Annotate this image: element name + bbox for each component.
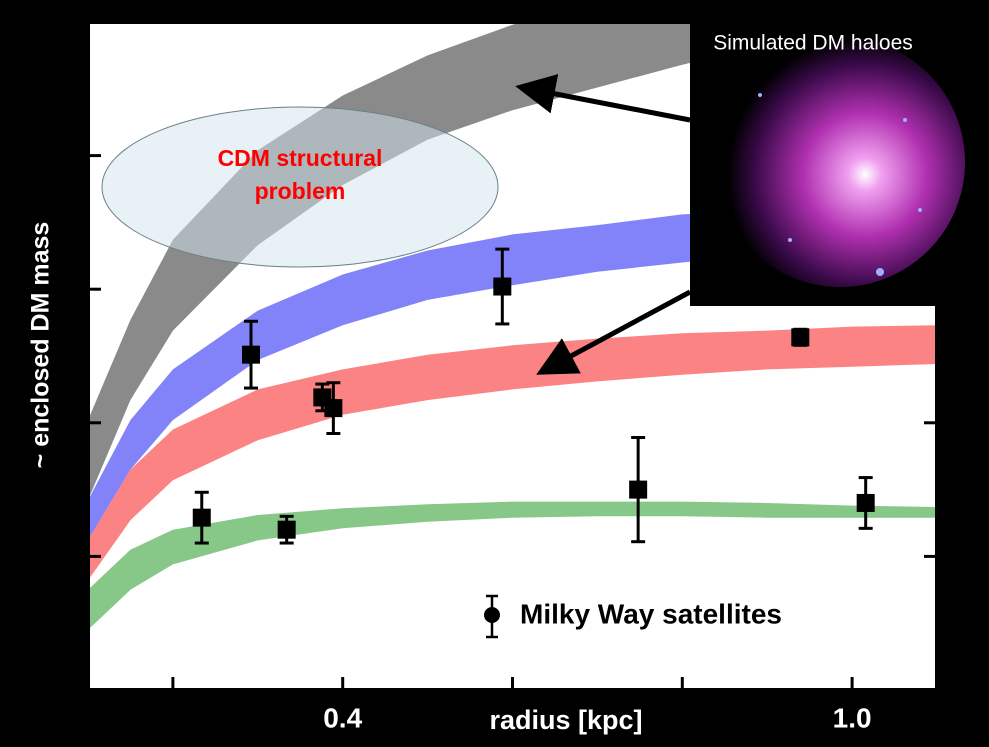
subhalo	[903, 118, 907, 122]
marker	[324, 399, 342, 417]
marker	[791, 328, 809, 346]
marker	[242, 346, 260, 364]
inset-image: Simulated DM haloes	[690, 20, 965, 306]
marker	[278, 521, 296, 539]
subhalo	[876, 268, 884, 276]
inset-title: Simulated DM haloes	[713, 32, 913, 55]
marker	[193, 509, 211, 527]
subhalo	[918, 208, 922, 212]
annotation-text: problem	[255, 178, 346, 204]
x-tick-label: 0.4	[323, 702, 362, 733]
legend-label: Milky Way satellites	[520, 598, 782, 629]
marker	[493, 278, 511, 296]
marker	[857, 494, 875, 512]
legend-marker	[484, 607, 500, 623]
x-tick-label: 1.0	[833, 702, 872, 733]
halo-glow	[715, 37, 965, 287]
x-axis-label: radius [kpc]	[489, 705, 642, 735]
marker	[629, 481, 647, 499]
subhalo	[758, 93, 762, 97]
chart: CDM structural problem Simulated DM halo…	[0, 0, 989, 747]
y-axis-label: ~ enclosed DM mass	[27, 222, 55, 469]
data-point	[791, 328, 809, 346]
annotation-text: CDM structural	[218, 145, 383, 171]
subhalo	[788, 238, 792, 242]
